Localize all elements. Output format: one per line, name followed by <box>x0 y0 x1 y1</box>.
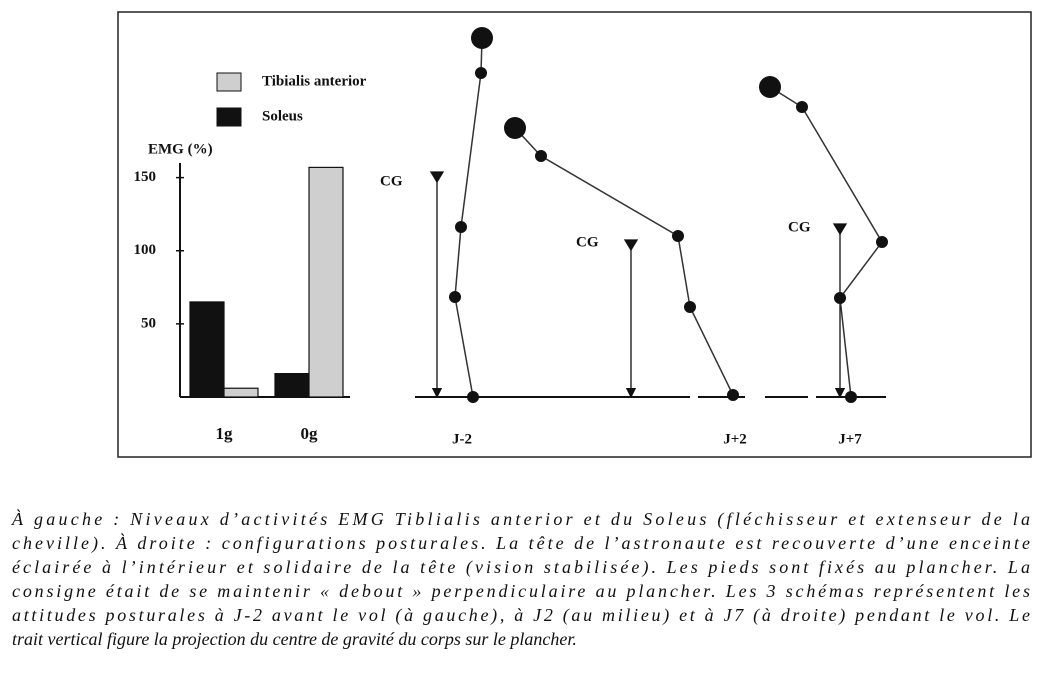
bar <box>275 374 309 397</box>
posture-label: J-2 <box>452 431 472 447</box>
cg-label: CG <box>788 219 811 235</box>
caption-line: consigne était de se maintenir « debout … <box>12 581 1030 601</box>
bar <box>224 388 258 397</box>
posture-joints <box>449 27 888 403</box>
y-axis-label: EMG (%) <box>148 141 213 157</box>
cg-lines <box>431 172 846 393</box>
bar <box>309 167 343 397</box>
bar <box>190 302 224 397</box>
posture-lines <box>455 38 882 397</box>
caption-line: attitudes posturales à J-2 avant le vol … <box>12 605 1030 626</box>
posture-label: J+7 <box>838 431 862 447</box>
caption-line: éclairée à l’intérieur et solidaire de l… <box>12 557 1030 578</box>
legend-label: Soleus <box>262 108 303 124</box>
legend-swatch <box>217 108 241 126</box>
legend-label: Tibialis anterior <box>262 73 367 89</box>
caption: À gauche : Niveaux d’activités EMG Tibli… <box>11 508 1030 649</box>
x-tick-label: 1g <box>216 424 234 443</box>
caption-line: trait vertical figure la projection du c… <box>12 629 577 649</box>
caption-line: À gauche : Niveaux d’activités EMG Tibli… <box>11 508 1030 530</box>
y-tick-label: 150 <box>134 169 157 185</box>
caption-line: cheville). À droite : configurations pos… <box>12 532 1030 554</box>
cg-label: CG <box>576 234 599 250</box>
y-tick-label: 50 <box>141 315 156 331</box>
x-tick-label: 0g <box>301 424 319 443</box>
cg-label: CG <box>380 173 403 189</box>
posture-label: J+2 <box>723 431 747 447</box>
legend-swatch <box>217 73 241 91</box>
y-tick-label: 100 <box>134 242 157 258</box>
figure: EMG (%) CG CG CG J-2 J+2 J+7 À gauche : … <box>0 0 1060 687</box>
